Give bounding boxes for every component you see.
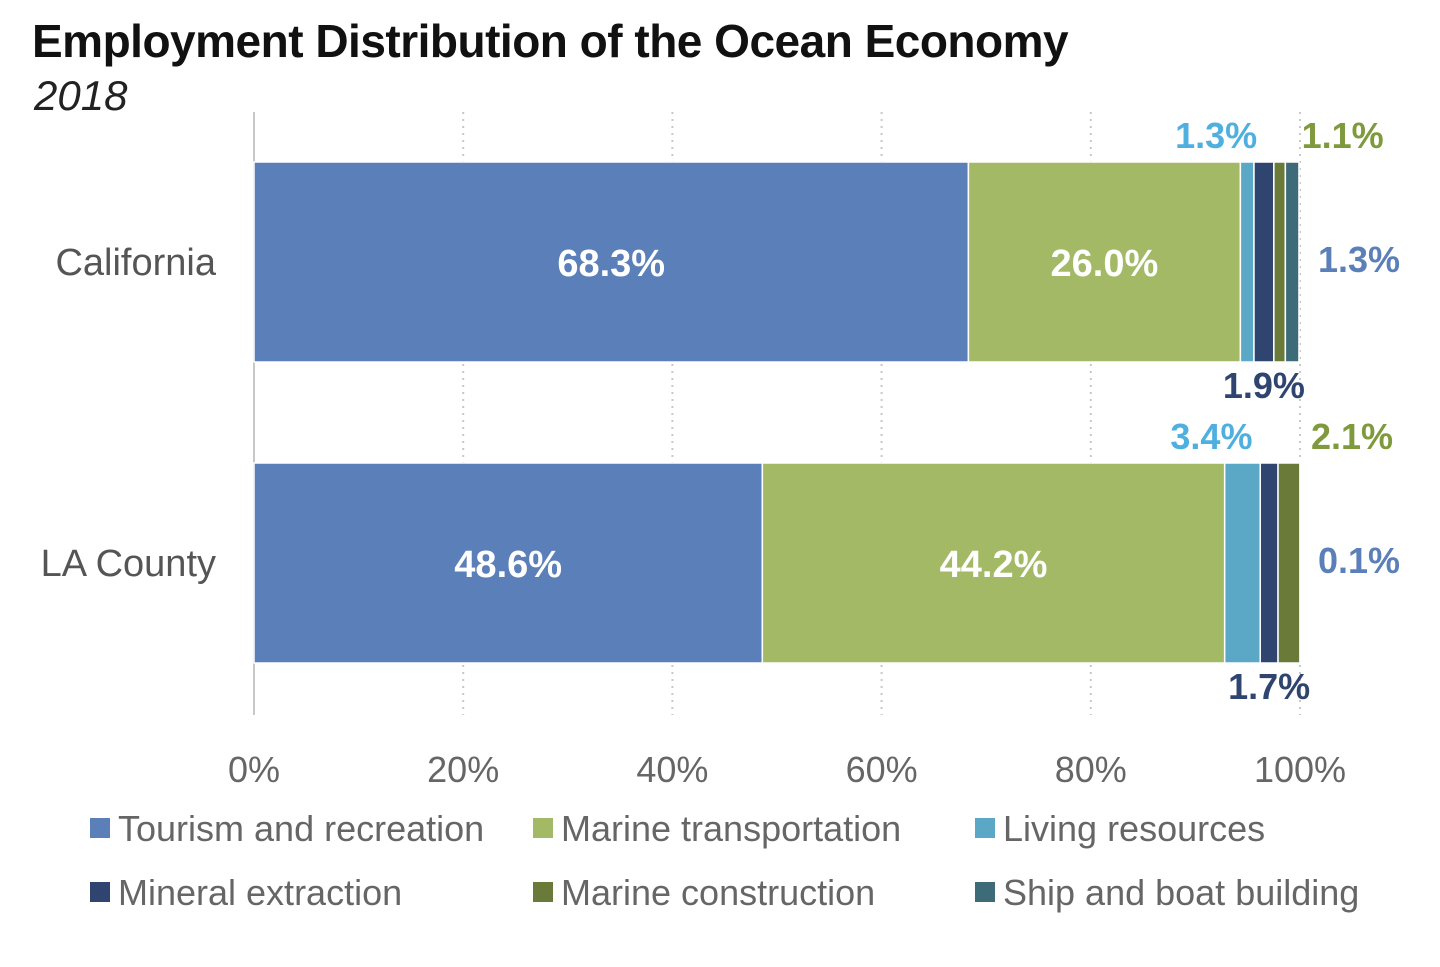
x-tick-label: 100% [1254, 749, 1346, 790]
data-label: 1.3% [1175, 115, 1257, 156]
bar-segment [1239, 161, 1255, 363]
legend-swatch [533, 882, 553, 902]
legend-swatch [90, 818, 110, 838]
data-label: 26.0% [1051, 243, 1159, 285]
bar-segment [1299, 462, 1302, 664]
bar-segment [967, 161, 1242, 363]
x-tick-label: 0% [228, 749, 280, 790]
legend-label: Mineral extraction [118, 872, 402, 913]
x-tick-label: 80% [1055, 749, 1127, 790]
bar-segment [761, 462, 1226, 664]
data-label: 3.4% [1170, 416, 1252, 457]
legend-label: Marine transportation [561, 808, 901, 849]
data-label: 0.1% [1318, 540, 1400, 581]
x-tick-label: 20% [427, 749, 499, 790]
bar-segment [1259, 462, 1279, 664]
data-label: 68.3% [557, 243, 665, 285]
bar-segment [1277, 462, 1301, 664]
chart-subtitle: 2018 [34, 72, 128, 119]
bar-segment [1273, 161, 1287, 363]
legend-label: Marine construction [561, 872, 875, 913]
legend-label: Tourism and recreation [118, 808, 484, 849]
x-tick-label: 60% [846, 749, 918, 790]
x-tick-label: 40% [636, 749, 708, 790]
legend-label: Living resources [1003, 808, 1265, 849]
legend-swatch [975, 882, 995, 902]
bar-segment [253, 462, 764, 664]
bar-segment [1253, 161, 1275, 363]
data-label: 1.1% [1302, 115, 1384, 156]
bar-segment [253, 161, 970, 363]
data-label: 1.9% [1223, 365, 1305, 406]
data-label: 1.7% [1228, 666, 1310, 707]
legend-swatch [975, 818, 995, 838]
legend-swatch [90, 882, 110, 902]
chart-title: Employment Distribution of the Ocean Eco… [32, 15, 1069, 67]
data-label: 44.2% [940, 544, 1048, 586]
data-label: 48.6% [454, 544, 562, 586]
bar-segment [1284, 161, 1300, 363]
legend-swatch [533, 818, 553, 838]
bar-segment [1223, 462, 1262, 664]
data-label: 1.3% [1318, 239, 1400, 280]
legend-label: Ship and boat building [1003, 872, 1359, 913]
category-label: LA County [41, 543, 216, 585]
data-label: 2.1% [1311, 416, 1393, 457]
category-label: California [55, 242, 216, 284]
